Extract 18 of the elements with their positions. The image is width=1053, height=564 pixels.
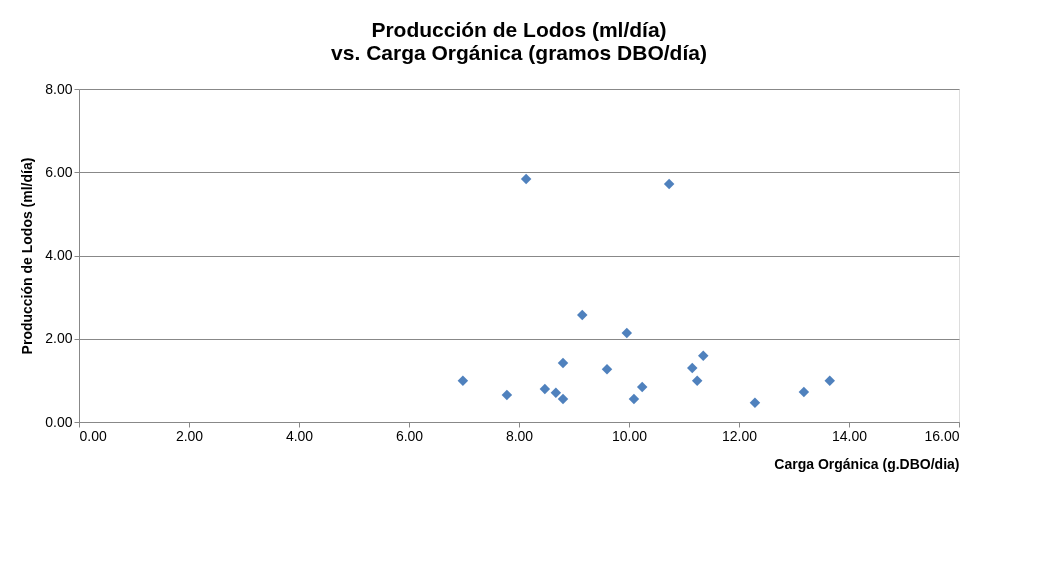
x-tick-label: 16.00 xyxy=(924,427,960,444)
x-tick-label: 6.00 xyxy=(395,427,424,444)
y-axis-title: Producción de Lodos (ml/día) xyxy=(19,157,36,355)
x-tick-label: 12.00 xyxy=(721,427,758,444)
x-tick-label: 4.00 xyxy=(285,427,314,444)
x-axis-title: Carga Orgánica (g.DBO/dia) xyxy=(774,455,960,472)
y-tick-label: 6.00 xyxy=(45,163,73,180)
y-tick-label: 2.00 xyxy=(45,330,73,347)
x-tick-label: 0.00 xyxy=(79,427,107,444)
y-tick-label: 8.00 xyxy=(45,80,73,97)
y-tick-label: 4.00 xyxy=(45,247,73,263)
x-tick-label: 2.00 xyxy=(175,427,204,444)
x-tick-label: 8.00 xyxy=(505,427,534,444)
x-tick-label: 10.00 xyxy=(611,427,648,444)
text: Producción de Lodos (ml/día) xyxy=(371,18,667,41)
x-tick-label: 14.00 xyxy=(831,427,868,444)
text: vs. Carga Orgánica (gramos DBO/día) xyxy=(331,41,707,64)
y-tick-label: 0.00 xyxy=(45,413,73,430)
